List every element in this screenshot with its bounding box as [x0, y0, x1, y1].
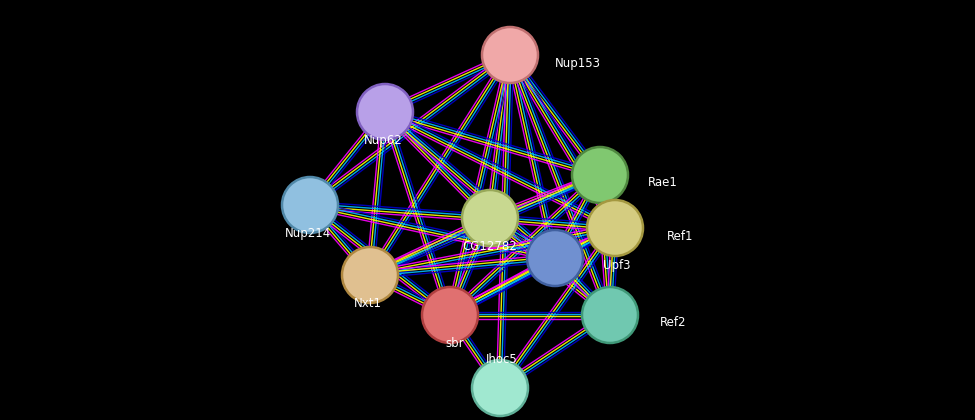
Text: Rae1: Rae1	[648, 176, 678, 189]
Circle shape	[472, 360, 528, 416]
Circle shape	[582, 287, 638, 343]
Text: sbr: sbr	[446, 337, 464, 350]
Text: Nup62: Nup62	[364, 134, 403, 147]
Text: Upf3: Upf3	[603, 260, 631, 273]
Text: Nxt1: Nxt1	[354, 297, 382, 310]
Circle shape	[342, 247, 398, 303]
Circle shape	[572, 147, 628, 203]
Circle shape	[422, 287, 478, 343]
Circle shape	[527, 230, 583, 286]
Circle shape	[482, 27, 538, 83]
Circle shape	[587, 200, 643, 256]
Text: Ihoc5: Ihoc5	[487, 353, 518, 366]
Text: Nup214: Nup214	[285, 227, 332, 240]
Text: Ref1: Ref1	[667, 229, 693, 242]
Text: Ref2: Ref2	[660, 317, 686, 330]
Circle shape	[282, 177, 338, 233]
Text: CG12782: CG12782	[462, 240, 518, 253]
Text: Nup153: Nup153	[555, 57, 601, 69]
Circle shape	[462, 190, 518, 246]
Circle shape	[357, 84, 413, 140]
